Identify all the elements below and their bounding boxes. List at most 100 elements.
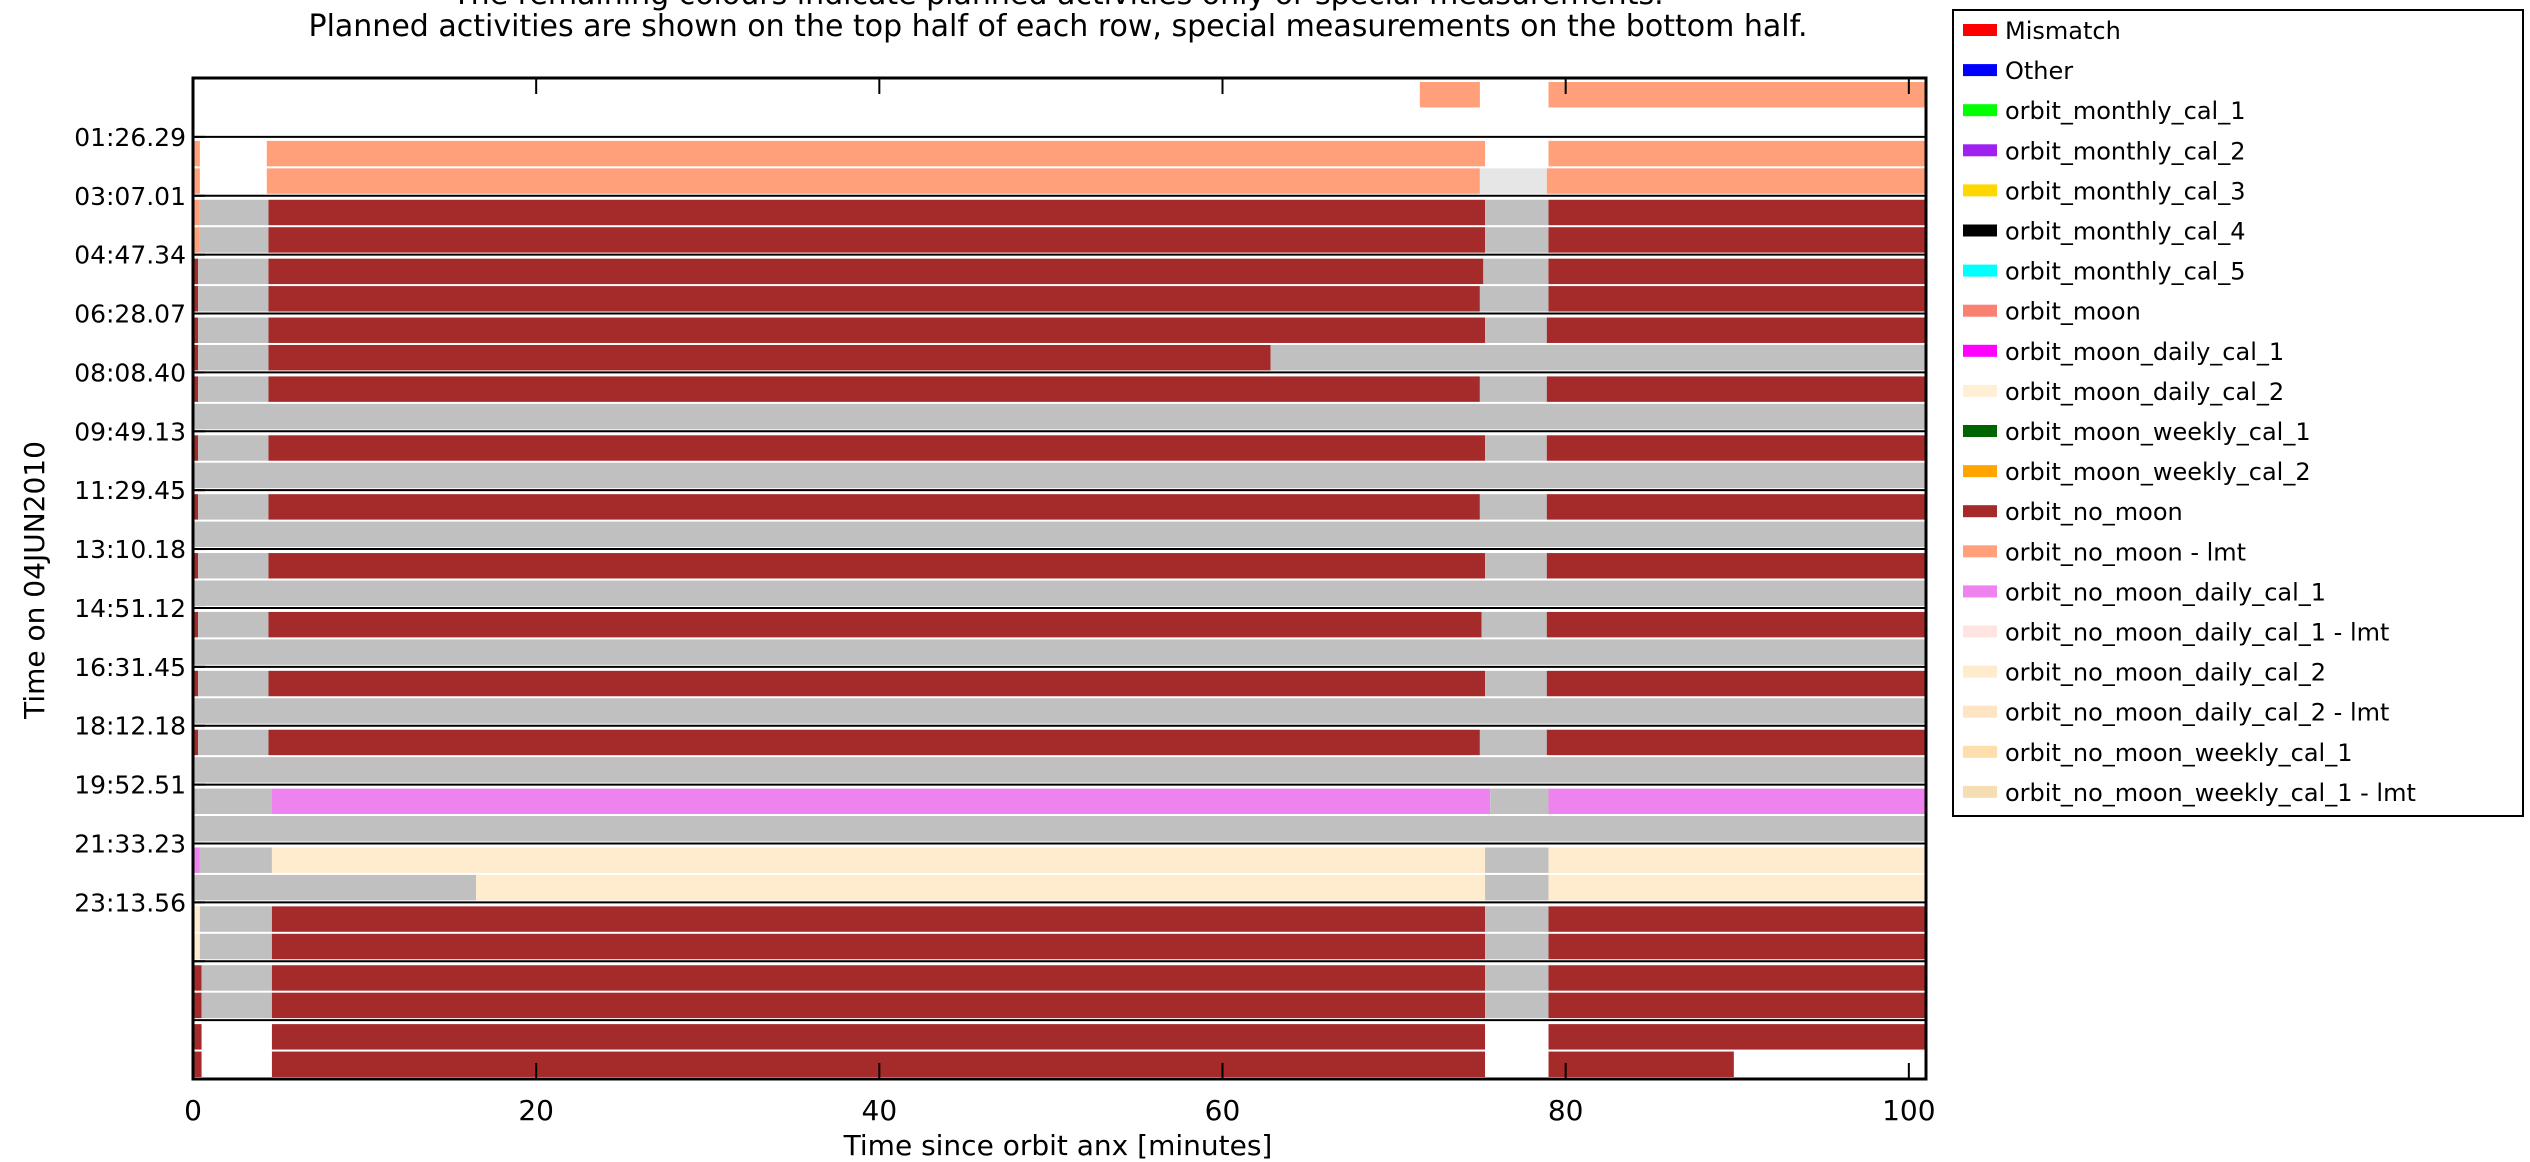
legend-label: Other xyxy=(2005,57,2073,85)
y-row-label: 08:08.40 xyxy=(74,358,186,387)
legend-label: Mismatch xyxy=(2005,17,2121,45)
bar-row-11-top-0 xyxy=(193,729,199,756)
x-tick-label: 60 xyxy=(1205,1094,1241,1127)
legend-label: orbit_moon xyxy=(2005,298,2141,326)
bar-row-5-top-1 xyxy=(198,376,269,402)
legend-label: orbit_no_moon_weekly_cal_1 xyxy=(2005,739,2352,767)
bar-row-13-top-1 xyxy=(199,847,272,873)
bar-row-10-top-3 xyxy=(1485,670,1547,697)
legend-swatch xyxy=(1963,585,1997,598)
bar-row-15-bottom-3 xyxy=(1485,992,1549,1019)
bar-row-14-bottom-2 xyxy=(271,933,1486,960)
bar-row-8-top-2 xyxy=(268,553,1486,579)
bar-row-14-top-2 xyxy=(271,906,1486,932)
bar-row-11-top-2 xyxy=(268,729,1480,756)
y-row-label: 23:13.56 xyxy=(74,888,186,917)
bar-row-10-top-2 xyxy=(268,670,1486,697)
bar-row-7-top-1 xyxy=(198,494,269,520)
bar-row-2-bottom-0 xyxy=(193,227,200,253)
bar-row-2-bottom-3 xyxy=(1485,227,1549,253)
chart-title-line-1: The remaining colours indicate planned a… xyxy=(451,0,1663,12)
y-row-label: 13:10.18 xyxy=(74,535,186,564)
bar-row-4-bottom-2 xyxy=(268,344,1271,371)
bar-row-9-top-0 xyxy=(193,611,199,638)
bar-row-12-top-1 xyxy=(198,788,272,815)
bar-row-13-top-3 xyxy=(1485,847,1549,873)
bar-row-7-bottom-0 xyxy=(193,521,1926,548)
activity-bars xyxy=(193,82,1926,1077)
legend-swatch xyxy=(1963,625,1997,638)
legend-swatch xyxy=(1963,64,1997,77)
legend-label: orbit_monthly_cal_1 xyxy=(2005,97,2245,125)
bar-row-15-top-3 xyxy=(1485,965,1549,991)
bar-row-15-bottom-1 xyxy=(201,992,272,1019)
legend-swatch xyxy=(1963,144,1997,157)
row-separators xyxy=(193,135,1926,1022)
legend-swatch xyxy=(1963,24,1997,36)
bar-row-10-top-1 xyxy=(198,670,269,697)
legend-label: orbit_moon_daily_cal_2 xyxy=(2005,378,2284,406)
y-row-label: 09:49.13 xyxy=(74,417,186,446)
legend-frame xyxy=(1952,9,2524,817)
y-axis-label: Time on 04JUN2010 xyxy=(18,441,51,720)
bar-row-4-top-3 xyxy=(1485,317,1547,343)
bar-row-9-top-1 xyxy=(198,611,269,638)
x-axis-ticks: 0 20 40 60 80 100 xyxy=(184,78,1936,1127)
bar-row-7-top-2 xyxy=(268,494,1480,520)
bar-row-1-top-1 xyxy=(266,140,1486,167)
bar-row-15-top-1 xyxy=(201,965,272,991)
bar-row-14-top-4 xyxy=(1548,906,1926,932)
bar-row-8-top-1 xyxy=(198,553,269,579)
legend-swatch xyxy=(1963,465,1997,478)
bar-row-13-bottom-1 xyxy=(476,874,1486,901)
legend-label: orbit_no_moon - lmt xyxy=(2005,538,2246,566)
legend-swatch xyxy=(1963,705,1997,718)
legend-swatch xyxy=(1963,344,1997,357)
bar-row-7-top-4 xyxy=(1546,494,1926,520)
bar-row-5-top-2 xyxy=(268,376,1480,402)
y-row-label: 21:33.23 xyxy=(74,829,186,858)
bar-row-12-top-0 xyxy=(193,788,199,815)
legend-swatch xyxy=(1963,104,1997,117)
bar-row-13-bottom-0 xyxy=(193,874,477,901)
bar-row-6-top-3 xyxy=(1485,435,1547,461)
legend-swatch xyxy=(1963,545,1997,558)
y-row-label: 18:12.18 xyxy=(74,712,186,741)
legend-swatch xyxy=(1963,184,1997,197)
bar-row-3-top-4 xyxy=(1548,258,1926,285)
bar-row-8-top-4 xyxy=(1546,553,1926,579)
bar-row-16-top-2 xyxy=(1548,1024,1926,1050)
bar-row-15-bottom-0 xyxy=(193,992,202,1019)
bar-row-12-top-4 xyxy=(1548,788,1926,815)
y-row-label: 01:26.29 xyxy=(74,123,186,152)
x-tick-label: 20 xyxy=(518,1094,554,1127)
legend-swatch xyxy=(1963,505,1997,518)
bar-row-16-top-0 xyxy=(193,1024,202,1050)
legend-label: orbit_moon_weekly_cal_2 xyxy=(2005,458,2311,486)
bar-row-13-bottom-2 xyxy=(1485,874,1549,901)
bar-row-4-top-0 xyxy=(193,317,199,343)
bar-row-3-top-2 xyxy=(268,258,1484,285)
bar-row-5-bottom-0 xyxy=(193,403,1926,430)
legend-label: orbit_no_moon_weekly_cal_1 - lmt xyxy=(2005,779,2416,807)
y-row-label: 03:07.01 xyxy=(74,182,186,211)
bar-row-6-top-0 xyxy=(193,435,199,461)
bar-row-4-bottom-0 xyxy=(193,344,199,371)
bar-row-14-top-3 xyxy=(1485,906,1549,932)
legend-swatch xyxy=(1963,745,1997,758)
bar-row-10-bottom-0 xyxy=(193,698,1926,724)
bar-row-5-top-0 xyxy=(193,376,199,402)
bar-row-8-top-3 xyxy=(1485,553,1547,579)
bar-row-11-top-4 xyxy=(1546,729,1926,756)
bar-row-8-top-0 xyxy=(193,553,199,579)
bar-row-0-top-0 xyxy=(1419,82,1480,108)
x-tick-label: 80 xyxy=(1548,1094,1584,1127)
bar-row-2-bottom-1 xyxy=(199,227,269,253)
bar-row-6-bottom-0 xyxy=(193,462,1926,489)
bar-row-11-top-1 xyxy=(198,729,269,756)
legend-label: orbit_no_moon_daily_cal_2 - lmt xyxy=(2005,699,2389,727)
y-row-label: 06:28.07 xyxy=(74,300,186,329)
legend-swatch xyxy=(1963,304,1997,317)
bar-row-3-bottom-0 xyxy=(193,286,199,312)
